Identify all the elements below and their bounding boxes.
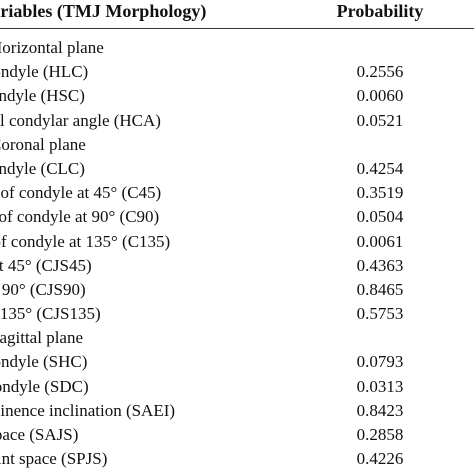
variable-label: Length of condyle (HLC) <box>0 62 89 82</box>
table-row: Height of condyle (SHC) 0.0793 <box>0 350 474 374</box>
variable-label: Height of condyle at 90° (C90) <box>0 207 160 227</box>
variable-label: Width of condyle (CLC) <box>0 158 85 178</box>
variable-label: Joint space at 135° (CJS135) <box>0 304 101 324</box>
table-row: Length of condyle (HLC) 0.2556 <box>0 60 474 84</box>
variable-label: Anterior joint space (SAJS) <box>0 425 79 444</box>
probability-value: 0.5753 <box>356 304 404 324</box>
section-row: Sagittal plane <box>0 326 474 350</box>
table-row: Anterior joint space (SAJS) 0.2858 <box>0 423 474 447</box>
variable-label: Depth of condyle (SDC) <box>0 376 89 396</box>
variable-label: Height of condyle at 45° (C45) <box>0 183 162 203</box>
section-label: Sagittal plane <box>0 328 84 348</box>
variable-label: Width of condyle (HSC) <box>0 86 85 106</box>
table-row: Joint space at 45° (CJS45) 0.4363 <box>0 254 474 278</box>
header-probability: Probability <box>336 1 424 21</box>
variable-label: Articular eminence inclination (SAEI) <box>0 400 176 420</box>
probability-value: 0.0504 <box>356 207 404 227</box>
section-row: Horizontal plane <box>0 36 474 60</box>
probability-value: 0.4363 <box>356 255 404 275</box>
table-row: Articular eminence inclination (SAEI) 0.8… <box>0 399 474 423</box>
variable-label: Height of condyle (SHC) <box>0 352 88 372</box>
variable-label: Joint space at 45° (CJS45) <box>0 255 92 275</box>
table-row: Height of condyle at 135° (C135) 0.0061 <box>0 230 474 254</box>
table-row: Posterior joint space (SPJS) 0.4226 <box>0 447 474 471</box>
probability-value: 0.0060 <box>356 86 404 106</box>
header-variables: Variables (TMJ Morphology) <box>0 1 207 21</box>
probability-value: 0.4226 <box>356 449 404 469</box>
section-label: Horizontal plane <box>0 38 104 57</box>
probability-value: 0.4254 <box>356 158 404 178</box>
section-label: Coronal plane <box>0 134 86 154</box>
probability-value: 0.0521 <box>356 110 404 130</box>
probability-value: 0.8465 <box>356 279 404 299</box>
table-body: Horizontal plane Length of condyle (HLC) 0… <box>0 36 474 474</box>
probability-value: 0.0313 <box>356 376 404 396</box>
probability-value: 0.0061 <box>356 231 404 251</box>
probability-value: 0.3519 <box>356 183 404 203</box>
variable-label: Joint space at 90° (CJS90) <box>0 279 86 299</box>
variable-label: Horizontal condylar angle (HCA) <box>0 110 161 130</box>
header-rule <box>0 28 474 29</box>
table-row: Joint space at 90° (CJS90) 0.8465 <box>0 278 474 302</box>
probability-value: 0.2556 <box>356 62 404 82</box>
probability-value: 0.8423 <box>356 400 404 420</box>
table-row: Width of condyle (HSC) 0.0060 <box>0 84 474 108</box>
table-row: Width of condyle (CLC) 0.4254 <box>0 157 474 181</box>
table-row: Height of condyle at 45° (C45) 0.3519 <box>0 181 474 205</box>
variable-label: Height of condyle at 135° (C135) <box>0 231 171 251</box>
table-row: Height of condyle at 90° (C90) 0.0504 <box>0 205 474 229</box>
section-row: Coronal plane <box>0 133 474 157</box>
table-row: Horizontal condylar angle (HCA) 0.0521 <box>0 109 474 133</box>
table-row: Depth of condyle (SDC) 0.0313 <box>0 375 474 399</box>
probability-value: 0.0793 <box>356 352 404 372</box>
probability-value: 0.2858 <box>356 425 404 444</box>
variable-label: Posterior joint space (SPJS) <box>0 449 108 469</box>
table-row: Joint space at 135° (CJS135) 0.5753 <box>0 302 474 326</box>
